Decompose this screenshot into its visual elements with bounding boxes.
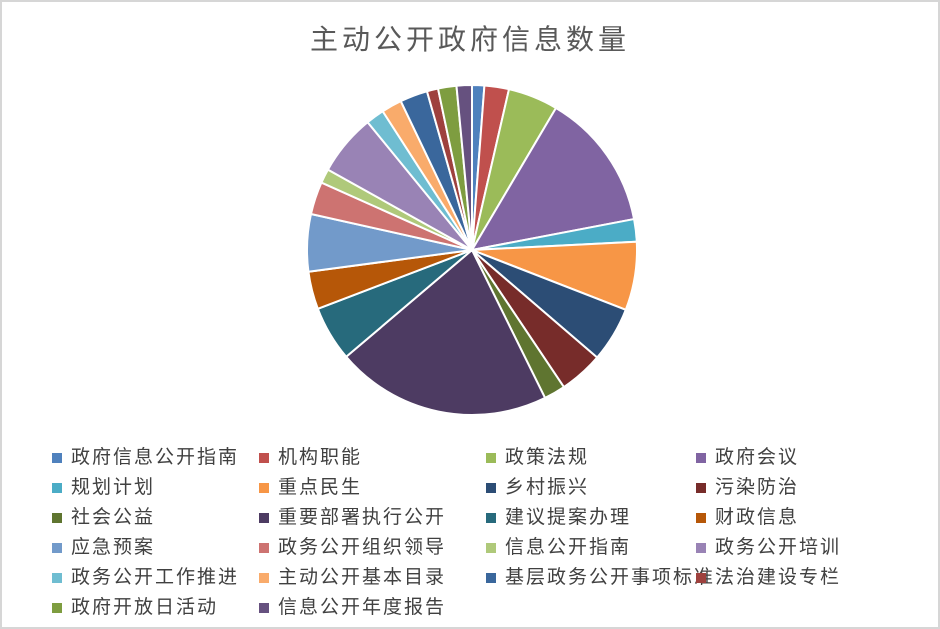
legend-swatch-icon xyxy=(52,453,62,463)
legend-item[interactable]: 法治建设专栏 xyxy=(696,568,841,588)
legend-swatch-icon xyxy=(52,483,62,493)
legend-swatch-icon xyxy=(52,573,62,583)
legend-label: 财政信息 xyxy=(715,507,800,528)
legend-label: 政策法规 xyxy=(505,447,590,468)
legend-item[interactable]: 政府开放日活动 xyxy=(52,598,218,618)
legend-item[interactable]: 主动公开基本目录 xyxy=(259,568,446,588)
legend-label: 重点民生 xyxy=(278,477,363,498)
legend-item[interactable]: 信息公开指南 xyxy=(486,538,631,558)
legend-label: 乡村振兴 xyxy=(505,477,590,498)
legend-label: 建议提案办理 xyxy=(505,507,632,528)
legend-item[interactable]: 规划计划 xyxy=(52,478,155,498)
legend-item[interactable]: 基层政务公开事项标准 xyxy=(486,568,715,588)
legend-item[interactable]: 重点民生 xyxy=(259,478,362,498)
legend-item[interactable]: 社会公益 xyxy=(52,508,155,528)
legend-label: 信息公开指南 xyxy=(505,537,632,558)
legend-label: 应急预案 xyxy=(71,537,156,558)
legend-label: 污染防治 xyxy=(715,477,800,498)
legend-swatch-icon xyxy=(696,453,706,463)
pie-slice-22[interactable] xyxy=(455,83,473,251)
legend-label: 规划计划 xyxy=(71,477,156,498)
legend-swatch-icon xyxy=(696,543,706,553)
legend-swatch-icon xyxy=(696,513,706,523)
legend-swatch-icon xyxy=(259,483,269,493)
legend-item[interactable]: 政务公开组织领导 xyxy=(259,538,446,558)
legend-item[interactable]: 政策法规 xyxy=(486,448,589,468)
legend-label: 法治建设专栏 xyxy=(715,567,842,588)
legend-label: 信息公开年度报告 xyxy=(278,597,447,618)
legend-item[interactable]: 乡村振兴 xyxy=(486,478,589,498)
legend-swatch-icon xyxy=(259,513,269,523)
legend-item[interactable]: 应急预案 xyxy=(52,538,155,558)
legend-label: 政务公开组织领导 xyxy=(278,537,447,558)
legend-label: 政务公开培训 xyxy=(715,537,842,558)
legend-swatch-icon xyxy=(486,543,496,553)
legend-swatch-icon xyxy=(259,603,269,613)
legend-item[interactable]: 重要部署执行公开 xyxy=(259,508,446,528)
pie-slice-4[interactable] xyxy=(471,106,636,251)
legend-item[interactable]: 建议提案办理 xyxy=(486,508,631,528)
legend-item[interactable]: 政府信息公开指南 xyxy=(52,448,239,468)
legend-label: 基层政务公开事项标准 xyxy=(505,567,716,588)
legend-swatch-icon xyxy=(259,573,269,583)
legend-swatch-icon xyxy=(259,453,269,463)
legend-swatch-icon xyxy=(52,543,62,553)
legend-item[interactable]: 政务公开培训 xyxy=(696,538,841,558)
legend-swatch-icon xyxy=(486,573,496,583)
legend-swatch-icon xyxy=(486,453,496,463)
legend-swatch-icon xyxy=(259,543,269,553)
legend-item[interactable]: 财政信息 xyxy=(696,508,799,528)
legend-swatch-icon xyxy=(52,513,62,523)
legend-item[interactable]: 政务公开工作推进 xyxy=(52,568,239,588)
legend-label: 主动公开基本目录 xyxy=(278,567,447,588)
legend-item[interactable]: 机构职能 xyxy=(259,448,362,468)
legend-swatch-icon xyxy=(486,513,496,523)
legend-label: 社会公益 xyxy=(71,507,156,528)
pie-slice-10[interactable] xyxy=(345,249,547,416)
legend-label: 机构职能 xyxy=(278,447,363,468)
legend-swatch-icon xyxy=(486,483,496,493)
legend-swatch-icon xyxy=(696,483,706,493)
legend-item[interactable]: 信息公开年度报告 xyxy=(259,598,446,618)
legend-label: 政府开放日活动 xyxy=(71,597,219,618)
chart-title: 主动公开政府信息数量 xyxy=(309,24,630,55)
legend-item[interactable]: 污染防治 xyxy=(696,478,799,498)
legend-swatch-icon xyxy=(696,573,706,583)
legend-label: 政务公开工作推进 xyxy=(71,567,240,588)
legend-label: 政府会议 xyxy=(715,447,800,468)
legend-label: 重要部署执行公开 xyxy=(278,507,447,528)
legend-label: 政府信息公开指南 xyxy=(71,447,240,468)
legend-item[interactable]: 政府会议 xyxy=(696,448,799,468)
legend-swatch-icon xyxy=(52,603,62,613)
